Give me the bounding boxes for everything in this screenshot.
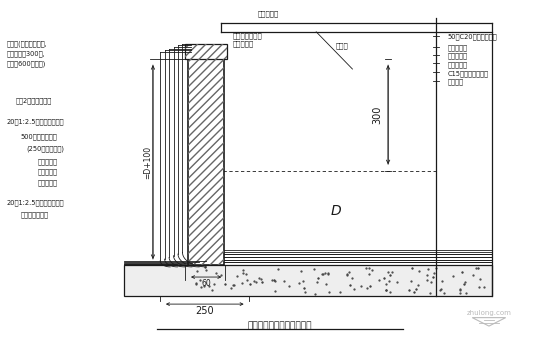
Text: 卷材防水层: 卷材防水层 <box>447 45 467 51</box>
Text: D: D <box>330 204 341 218</box>
Text: 素土夯实: 素土夯实 <box>447 78 463 85</box>
Bar <box>185 44 227 59</box>
Text: 卷材保护层: 卷材保护层 <box>232 40 254 47</box>
Text: 卷材防水层: 卷材防水层 <box>447 53 467 59</box>
Text: 基层找平层: 基层找平层 <box>38 179 58 186</box>
Text: 内铺层600长卷材): 内铺层600长卷材) <box>7 61 46 67</box>
Text: 卷材防水层: 卷材防水层 <box>38 159 58 165</box>
Text: =D+100: =D+100 <box>143 146 152 179</box>
Bar <box>185 44 227 59</box>
Text: 卷材防水层: 卷材防水层 <box>38 169 58 176</box>
Text: 砖墙2皮砖时保护隔: 砖墙2皮砖时保护隔 <box>15 98 52 104</box>
Text: 250: 250 <box>195 306 214 316</box>
Text: 外铺防水层300宽,: 外铺防水层300宽, <box>7 50 45 57</box>
Text: 20厚1:2.5水泥砂浆找平层: 20厚1:2.5水泥砂浆找平层 <box>7 118 64 125</box>
Bar <box>188 59 224 265</box>
Text: 彩色卷材保护层: 彩色卷材保护层 <box>232 32 263 39</box>
Text: 防水层(自粘橡塑防水,: 防水层(自粘橡塑防水, <box>7 40 48 47</box>
Bar <box>188 59 224 265</box>
Text: 基层找平层: 基层找平层 <box>447 61 467 68</box>
Text: 施工缝: 施工缝 <box>336 42 348 49</box>
Text: 50厚C20细石砼保护层: 50厚C20细石砼保护层 <box>447 34 497 40</box>
Text: 结构楼板线: 结构楼板线 <box>258 10 279 16</box>
Text: C15砼垫层表面压光: C15砼垫层表面压光 <box>447 70 488 77</box>
Text: zhulong.com: zhulong.com <box>466 310 511 315</box>
Text: 300: 300 <box>372 105 382 124</box>
Text: 60: 60 <box>201 279 211 288</box>
Bar <box>124 265 492 296</box>
Text: 双层卷材在导墙处交合厚度: 双层卷材在导墙处交合厚度 <box>248 322 312 330</box>
Text: (250范围内空铺): (250范围内空铺) <box>26 145 64 152</box>
Text: 500宽卷材防水层: 500宽卷材防水层 <box>21 133 58 140</box>
Text: 20厚1:2.5水泥砂浆保护层: 20厚1:2.5水泥砂浆保护层 <box>7 199 64 206</box>
Text: 主体结构楼板面: 主体结构楼板面 <box>21 211 49 218</box>
